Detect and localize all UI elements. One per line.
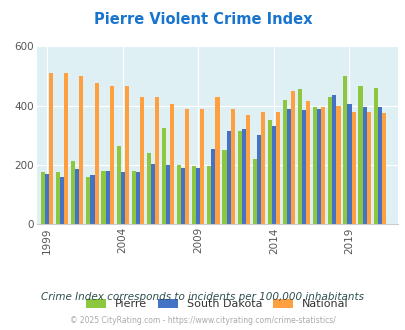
- Bar: [275, 112, 279, 224]
- Bar: [316, 109, 320, 224]
- Bar: [207, 166, 211, 224]
- Bar: [56, 172, 60, 224]
- Bar: [241, 129, 245, 224]
- Bar: [177, 165, 181, 224]
- Bar: [215, 97, 219, 224]
- Bar: [192, 166, 196, 224]
- Bar: [120, 172, 124, 224]
- Bar: [347, 104, 351, 224]
- Bar: [377, 107, 381, 224]
- Bar: [170, 104, 174, 224]
- Bar: [336, 106, 340, 224]
- Bar: [343, 76, 347, 224]
- Bar: [105, 171, 109, 224]
- Text: Crime Index corresponds to incidents per 100,000 inhabitants: Crime Index corresponds to incidents per…: [41, 292, 364, 302]
- Bar: [381, 113, 385, 224]
- Bar: [245, 115, 249, 224]
- Bar: [140, 97, 144, 224]
- Bar: [64, 73, 68, 224]
- Bar: [362, 107, 366, 224]
- Bar: [252, 159, 256, 224]
- Bar: [135, 172, 140, 224]
- Bar: [286, 109, 290, 224]
- Bar: [200, 109, 204, 224]
- Text: © 2025 CityRating.com - https://www.cityrating.com/crime-statistics/: © 2025 CityRating.com - https://www.city…: [70, 316, 335, 325]
- Bar: [155, 97, 159, 224]
- Bar: [312, 107, 316, 224]
- Bar: [260, 112, 264, 224]
- Bar: [166, 165, 170, 224]
- Bar: [222, 150, 226, 224]
- Bar: [79, 76, 83, 224]
- Bar: [41, 172, 45, 224]
- Bar: [71, 160, 75, 224]
- Bar: [226, 131, 230, 224]
- Bar: [328, 97, 332, 224]
- Bar: [109, 86, 113, 224]
- Bar: [101, 171, 105, 224]
- Bar: [151, 163, 155, 224]
- Bar: [297, 89, 301, 224]
- Bar: [49, 73, 53, 224]
- Bar: [185, 109, 189, 224]
- Bar: [301, 110, 305, 224]
- Text: Pierre Violent Crime Index: Pierre Violent Crime Index: [94, 12, 311, 26]
- Bar: [305, 101, 309, 224]
- Bar: [162, 128, 166, 224]
- Bar: [332, 95, 336, 224]
- Bar: [181, 168, 185, 224]
- Bar: [131, 171, 135, 224]
- Bar: [366, 112, 370, 224]
- Bar: [358, 86, 362, 224]
- Bar: [290, 91, 294, 224]
- Bar: [256, 135, 260, 224]
- Bar: [211, 148, 215, 224]
- Bar: [196, 168, 200, 224]
- Bar: [116, 146, 120, 224]
- Legend: Pierre, South Dakota, National: Pierre, South Dakota, National: [81, 294, 352, 314]
- Bar: [90, 176, 94, 224]
- Bar: [351, 112, 355, 224]
- Bar: [94, 83, 98, 224]
- Bar: [230, 109, 234, 224]
- Bar: [373, 88, 377, 224]
- Bar: [282, 100, 286, 224]
- Bar: [60, 177, 64, 224]
- Bar: [237, 131, 241, 224]
- Bar: [147, 153, 151, 224]
- Bar: [271, 126, 275, 224]
- Bar: [267, 120, 271, 224]
- Bar: [124, 86, 128, 224]
- Bar: [320, 107, 324, 224]
- Bar: [86, 177, 90, 224]
- Bar: [75, 170, 79, 224]
- Bar: [45, 174, 49, 224]
